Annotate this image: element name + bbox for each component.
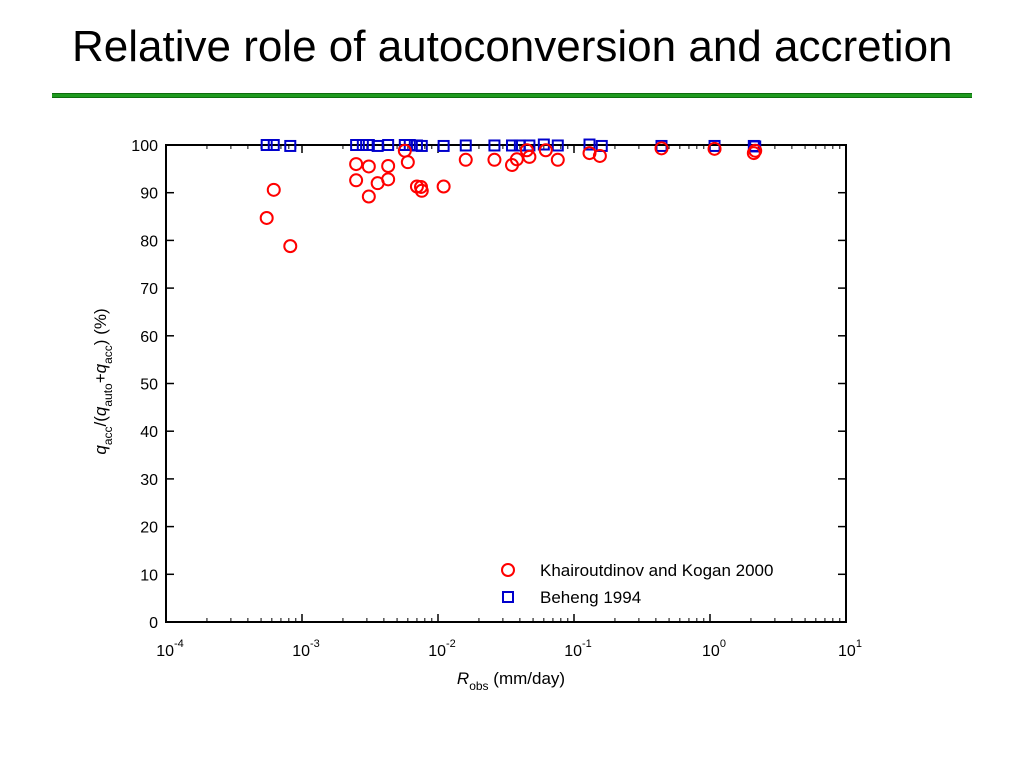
circle-point bbox=[259, 210, 274, 225]
legend-label: Beheng 1994 bbox=[540, 588, 641, 607]
y-tick-label: 20 bbox=[140, 520, 158, 537]
square-point bbox=[583, 138, 596, 151]
circle-point bbox=[349, 173, 364, 188]
y-tick-label: 0 bbox=[149, 615, 158, 632]
circle-point bbox=[266, 182, 281, 197]
x-axis-label: Robs (mm/day) bbox=[457, 669, 565, 693]
y-tick-label: 30 bbox=[140, 472, 158, 489]
y-tick-label: 100 bbox=[131, 138, 158, 155]
legend-marker bbox=[501, 563, 515, 577]
circle-point bbox=[748, 143, 763, 158]
plot-frame bbox=[165, 144, 847, 623]
circle-point bbox=[400, 155, 415, 170]
title-underline bbox=[52, 93, 972, 98]
circle-point bbox=[381, 172, 396, 187]
legend-label: Khairoutdinov and Kogan 2000 bbox=[540, 561, 773, 580]
y-tick-label: 80 bbox=[140, 233, 158, 250]
square-point bbox=[284, 139, 297, 152]
square-point bbox=[382, 139, 395, 151]
square-point bbox=[437, 139, 450, 152]
circle-point bbox=[349, 157, 364, 172]
x-tick-label: 10-2 bbox=[428, 638, 456, 660]
y-tick-label: 90 bbox=[140, 186, 158, 203]
square-point bbox=[551, 139, 564, 152]
square-point bbox=[362, 139, 375, 151]
circle-point bbox=[361, 159, 376, 174]
square-point bbox=[459, 139, 472, 152]
circle-point bbox=[654, 141, 669, 156]
circle-point bbox=[522, 149, 537, 164]
circle-point bbox=[519, 143, 534, 158]
legend-marker bbox=[502, 591, 514, 603]
series-circle-points bbox=[259, 141, 763, 254]
x-tick-label: 100 bbox=[702, 638, 726, 660]
circle-point bbox=[538, 143, 553, 158]
x-tick-label: 10-3 bbox=[292, 638, 320, 660]
circle-point bbox=[592, 148, 607, 163]
circle-point bbox=[283, 239, 298, 254]
y-tick-label: 70 bbox=[140, 281, 158, 298]
square-point bbox=[350, 139, 363, 151]
x-tick-label: 101 bbox=[838, 638, 862, 660]
slide-title: Relative role of autoconversion and accr… bbox=[72, 22, 953, 71]
circle-point bbox=[381, 158, 396, 173]
y-axis-label: qacc/(qauto+qacc) (%) bbox=[91, 308, 115, 454]
square-point bbox=[356, 139, 369, 151]
square-point bbox=[415, 139, 428, 152]
y-tick-label: 40 bbox=[140, 424, 158, 441]
square-point bbox=[505, 139, 518, 152]
circle-point bbox=[436, 179, 451, 194]
x-tick-label: 10-4 bbox=[156, 638, 184, 660]
square-point bbox=[267, 139, 280, 151]
x-tick-label: 10-1 bbox=[564, 638, 592, 660]
circle-point bbox=[707, 141, 722, 156]
legend: Khairoutdinov and Kogan 2000 Beheng 1994 bbox=[501, 561, 773, 607]
y-tick-label: 60 bbox=[140, 329, 158, 346]
y-tick-label: 10 bbox=[140, 567, 158, 584]
square-point bbox=[488, 139, 501, 152]
circle-point bbox=[414, 183, 429, 198]
square-point bbox=[260, 139, 273, 151]
circle-point bbox=[361, 189, 376, 204]
circle-point bbox=[458, 152, 473, 167]
circle-point bbox=[550, 152, 565, 167]
y-tick-label: 50 bbox=[140, 377, 158, 394]
circle-point bbox=[487, 152, 502, 167]
